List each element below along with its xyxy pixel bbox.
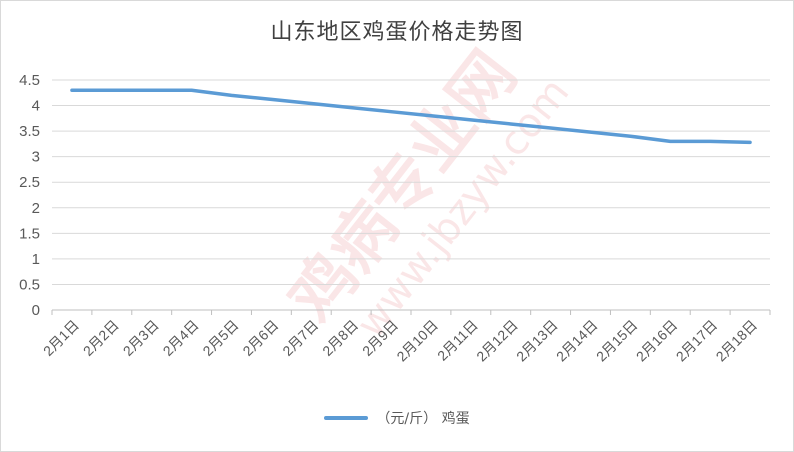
- x-tick-label: 2月13日: [513, 317, 561, 365]
- x-axis-ticks: 2月1日2月2日2月3日2月4日2月5日2月6日2月7日2月8日2月9日2月10…: [40, 310, 771, 365]
- x-tick-label: 2月5日: [199, 317, 241, 359]
- y-tick-label: 3: [32, 149, 40, 166]
- x-tick-label: 2月4日: [160, 317, 202, 359]
- y-tick-label: 2.5: [19, 174, 40, 191]
- legend-label: （元/斤） 鸡蛋: [376, 411, 470, 427]
- y-tick-label: 1.5: [19, 225, 40, 242]
- x-tick-label: 2月17日: [673, 317, 721, 365]
- y-tick-label: 4.5: [19, 72, 40, 89]
- x-tick-label: 2月10日: [393, 317, 441, 365]
- x-tick-label: 2月16日: [633, 317, 681, 365]
- x-tick-label: 2月2日: [80, 317, 122, 359]
- series-line-egg-price: [70, 88, 752, 145]
- y-tick-label: 0.5: [19, 276, 40, 293]
- x-tick-label: 2月14日: [553, 317, 601, 365]
- y-tick-label: 4: [32, 98, 40, 115]
- x-tick-label: 2月15日: [593, 317, 641, 365]
- x-tick-label: 2月3日: [120, 317, 162, 359]
- legend-line-swatch: [324, 416, 369, 420]
- x-tick-label: 2月6日: [239, 317, 281, 359]
- x-tick-label: 2月1日: [40, 317, 82, 359]
- x-tick-label: 2月18日: [713, 317, 761, 365]
- x-tick-label: 2月8日: [319, 317, 361, 359]
- legend: （元/斤） 鸡蛋: [0, 408, 794, 428]
- y-tick-label: 2: [32, 200, 40, 217]
- y-axis-ticks: 0 0.5 1 1.5 2 2.5 3 3.5 4 4.5: [19, 72, 40, 319]
- x-tick-label: 2月12日: [473, 317, 521, 365]
- series-layer: [70, 88, 752, 145]
- y-tick-label: 1: [32, 251, 40, 268]
- chart-title: 山东地区鸡蛋价格走势图: [270, 20, 524, 45]
- y-tick-label: 3.5: [19, 123, 40, 140]
- y-tick-label: 0: [32, 302, 40, 319]
- x-tick-label: 2月11日: [434, 317, 481, 364]
- x-tick-label: 2月7日: [279, 317, 321, 359]
